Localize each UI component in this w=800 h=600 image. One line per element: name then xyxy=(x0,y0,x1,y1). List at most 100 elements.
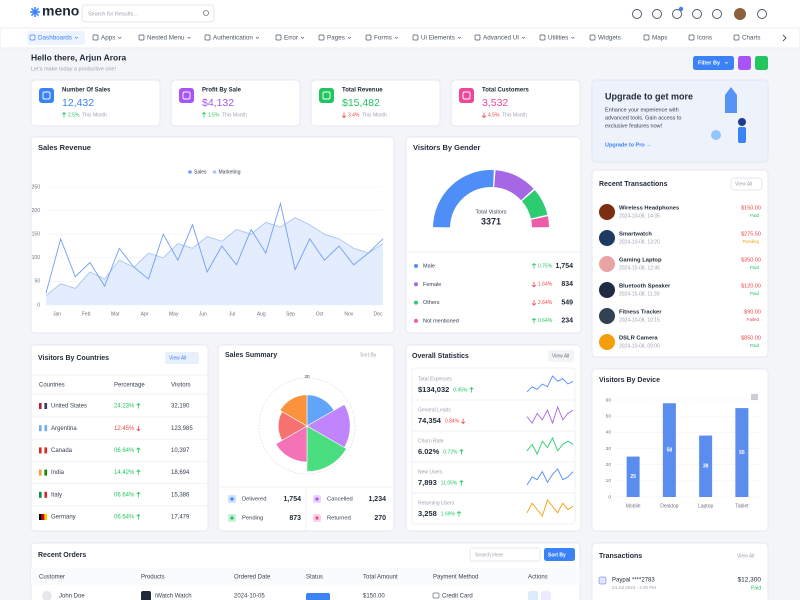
y-tick-label: 50 xyxy=(34,279,40,285)
nav-item[interactable]: Forms xyxy=(374,35,392,42)
nav-item[interactable]: Nested Menu xyxy=(147,35,185,42)
visitors: 32,190 xyxy=(171,404,190,410)
nav-caret xyxy=(118,36,122,39)
item-status: Paid xyxy=(750,213,760,218)
view-all[interactable]: View All xyxy=(737,553,754,559)
card-title: Transactions xyxy=(599,553,642,560)
country: Argentina xyxy=(51,426,77,432)
notification-badge xyxy=(678,6,684,12)
stat-value: 3,258 xyxy=(418,509,437,518)
sort-button[interactable]: Sort By xyxy=(548,552,566,558)
flag xyxy=(41,447,45,454)
column-header: Status xyxy=(306,575,323,581)
card-title: Recent Transactions xyxy=(599,181,668,188)
change: 0.75% xyxy=(538,263,553,269)
trend-arrow xyxy=(136,447,141,453)
button[interactable] xyxy=(528,591,538,600)
stat-label: New Users xyxy=(418,469,443,475)
nav-item[interactable]: Ui Elements xyxy=(421,35,455,42)
caret xyxy=(724,61,729,64)
y-tick-label: 40 xyxy=(606,430,612,436)
visitors: 18,694 xyxy=(171,470,190,476)
header-icon[interactable] xyxy=(712,9,722,19)
nav-item[interactable]: Advanced UI xyxy=(483,35,519,42)
filter-button[interactable]: Filter By xyxy=(698,60,721,66)
customer-avatar xyxy=(42,591,52,600)
button[interactable] xyxy=(755,56,768,70)
payment-icon xyxy=(432,592,440,599)
button[interactable] xyxy=(165,352,199,364)
stat-label: Delivered xyxy=(242,497,267,503)
view-all[interactable]: View All xyxy=(552,353,569,359)
item-name: Bluetooth Speaker xyxy=(619,284,671,290)
stat-icon-glyph xyxy=(315,497,319,501)
view-all[interactable]: View All xyxy=(169,355,186,361)
nav-icon xyxy=(688,34,695,41)
card xyxy=(310,79,441,127)
x-tick-label: Dec xyxy=(374,311,383,317)
nav-item[interactable]: Icons xyxy=(697,35,712,42)
product-image xyxy=(599,334,615,350)
search-box[interactable] xyxy=(81,4,215,23)
x-tick-label: Desktop xyxy=(660,503,679,509)
stat-value: 1,234 xyxy=(368,496,386,503)
donut-segment xyxy=(521,189,548,219)
item-status: Paid xyxy=(750,265,760,270)
product-image xyxy=(599,204,615,220)
greeting-title: Hello there, Arjun Arora xyxy=(31,52,127,62)
nav-item[interactable]: Maps xyxy=(652,35,667,42)
nav-item[interactable]: Charts xyxy=(742,35,761,42)
product-image xyxy=(599,308,615,324)
illustration-rocket xyxy=(725,87,737,113)
logo-icon xyxy=(30,7,40,17)
item-amount: $350.00 xyxy=(741,257,761,263)
view-all[interactable]: View All xyxy=(735,181,752,187)
flag xyxy=(39,447,42,454)
header-icon[interactable] xyxy=(632,9,642,19)
button[interactable] xyxy=(730,177,763,191)
sort-button[interactable]: Sort By xyxy=(360,352,377,358)
upgrade-link[interactable]: Upgrade to Pro → xyxy=(605,142,652,148)
nav-item[interactable]: Widgets xyxy=(598,35,621,42)
nav-item[interactable]: Error xyxy=(284,35,298,42)
card xyxy=(170,79,301,127)
item-date: 2024-10-08, 09:00 xyxy=(619,343,660,349)
flag xyxy=(39,403,42,409)
card xyxy=(30,344,209,532)
nav-item[interactable]: Utilities xyxy=(548,35,568,42)
button[interactable] xyxy=(693,56,734,70)
nav-icon xyxy=(474,34,481,41)
avatar[interactable] xyxy=(734,8,746,20)
header-icon[interactable] xyxy=(672,9,682,19)
stat-value: 270 xyxy=(374,515,386,522)
nav-item[interactable]: Authentication xyxy=(213,35,253,42)
header-icon[interactable] xyxy=(652,9,662,19)
trend-arrow xyxy=(531,262,537,269)
nav-item[interactable]: Pages xyxy=(327,35,345,42)
nav-icon xyxy=(589,34,596,41)
button[interactable] xyxy=(544,548,575,561)
header-icon[interactable] xyxy=(692,9,702,19)
search-box[interactable] xyxy=(469,547,541,562)
bar-label: 25 xyxy=(630,474,636,480)
nav-bar xyxy=(0,27,800,49)
x-tick-label: Aug xyxy=(257,311,266,317)
x-tick-label: Jul xyxy=(229,311,235,317)
button[interactable] xyxy=(541,591,551,600)
card xyxy=(405,344,582,532)
trend-arrow xyxy=(461,418,466,425)
greeting-subtitle: Let's make today a productive one! xyxy=(31,66,117,72)
flag xyxy=(41,403,45,409)
nav-item[interactable]: Dashboards xyxy=(38,35,72,42)
flag xyxy=(41,469,45,476)
header-icon[interactable] xyxy=(757,9,767,19)
button[interactable] xyxy=(738,56,751,70)
percentage: 06.64% xyxy=(114,492,135,498)
button[interactable] xyxy=(548,350,574,362)
legend-dot xyxy=(188,170,192,174)
polar-segment xyxy=(306,403,351,449)
amount: $150.00 xyxy=(363,594,385,600)
nav-item[interactable]: Apps xyxy=(101,35,115,42)
nav-icon xyxy=(365,34,372,41)
